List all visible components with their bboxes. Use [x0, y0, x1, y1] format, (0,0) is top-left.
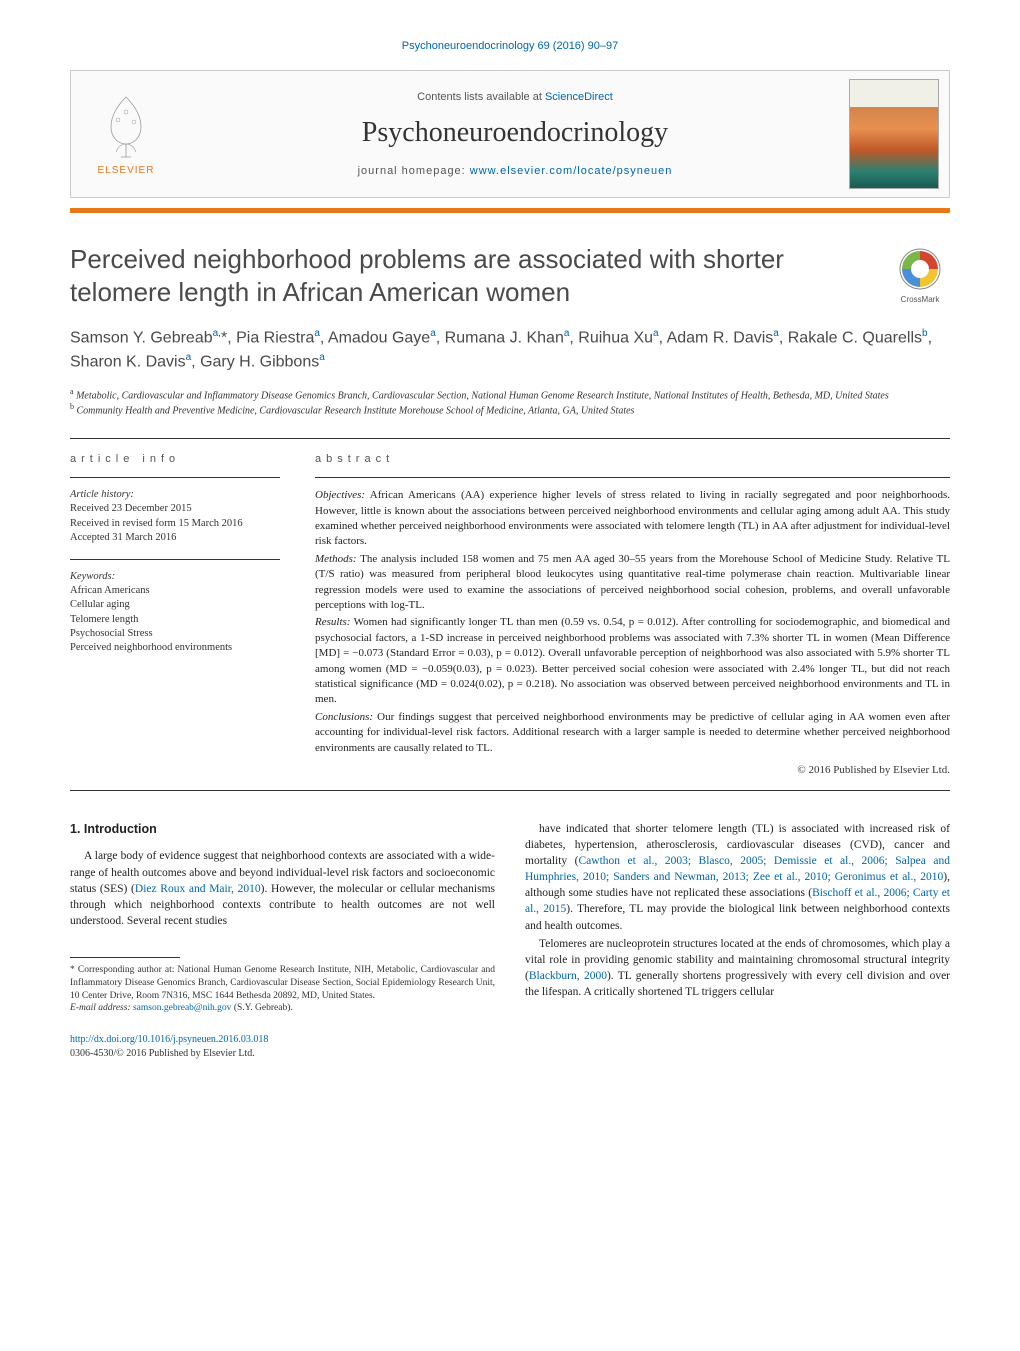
divider — [70, 559, 280, 560]
keywords-head: Keywords: — [70, 570, 280, 584]
keyword: Psychosocial Stress — [70, 627, 280, 641]
corresponding-email[interactable]: samson.gebreab@nih.gov — [133, 1003, 231, 1013]
abstract-label: abstract — [315, 453, 950, 465]
issn-copyright: 0306-4530/© 2016 Published by Elsevier L… — [70, 1048, 255, 1059]
divider — [70, 438, 950, 439]
keyword: Telomere length — [70, 613, 280, 627]
elsevier-tree-icon — [96, 92, 156, 162]
section-heading-intro: 1. Introduction — [70, 821, 495, 839]
elsevier-logo: ELSEVIER — [71, 84, 181, 184]
body-column-right: have indicated that shorter telomere len… — [525, 821, 950, 1061]
abstract-body: Objectives: African Americans (AA) exper… — [315, 488, 950, 756]
footnote-rule — [70, 957, 180, 958]
crossmark-icon — [899, 248, 941, 290]
history-line: Accepted 31 March 2016 — [70, 531, 280, 545]
journal-citation: Psychoneuroendocrinology 69 (2016) 90–97 — [70, 40, 950, 52]
elsevier-label: ELSEVIER — [98, 165, 155, 176]
body-paragraph: A large body of evidence suggest that ne… — [70, 848, 495, 928]
journal-homepage-line: journal homepage: www.elsevier.com/locat… — [181, 165, 849, 177]
journal-cover-thumbnail — [849, 79, 939, 189]
keyword: African Americans — [70, 584, 280, 598]
abstract-copyright: © 2016 Published by Elsevier Ltd. — [315, 764, 950, 776]
crossmark-label: CrossMark — [890, 295, 950, 304]
contents-list-line: Contents lists available at ScienceDirec… — [181, 91, 849, 103]
divider — [70, 790, 950, 791]
article-title: Perceived neighborhood problems are asso… — [70, 243, 870, 308]
corresponding-author-footnote: * Corresponding author at: National Huma… — [70, 964, 495, 1015]
body-paragraph: have indicated that shorter telomere len… — [525, 821, 950, 934]
article-info-label: article info — [70, 453, 280, 465]
history-line: Received in revised form 15 March 2016 — [70, 517, 280, 531]
journal-homepage-link[interactable]: www.elsevier.com/locate/psyneuen — [470, 165, 673, 177]
crossmark-badge[interactable]: CrossMark — [890, 248, 950, 304]
accent-bar — [70, 208, 950, 213]
doi-block: http://dx.doi.org/10.1016/j.psyneuen.201… — [70, 1033, 495, 1061]
article-history-head: Article history: — [70, 488, 280, 502]
body-paragraph: Telomeres are nucleoprotein structures l… — [525, 936, 950, 1000]
keyword: Perceived neighborhood environments — [70, 641, 280, 655]
sciencedirect-link[interactable]: ScienceDirect — [545, 91, 613, 103]
email-label: E-mail address: — [70, 1003, 133, 1013]
journal-header: ELSEVIER Contents lists available at Sci… — [70, 70, 950, 198]
author-list: Samson Y. Gebreaba,*, Pia Riestraa, Amad… — [70, 326, 950, 375]
divider — [70, 477, 280, 478]
divider — [315, 477, 950, 478]
body-column-left: 1. Introduction A large body of evidence… — [70, 821, 495, 1061]
doi-link[interactable]: http://dx.doi.org/10.1016/j.psyneuen.201… — [70, 1034, 268, 1045]
journal-name: Psychoneuroendocrinology — [181, 117, 849, 149]
affiliations: a Metabolic, Cardiovascular and Inflamma… — [70, 387, 950, 419]
history-line: Received 23 December 2015 — [70, 502, 280, 516]
keyword: Cellular aging — [70, 598, 280, 612]
